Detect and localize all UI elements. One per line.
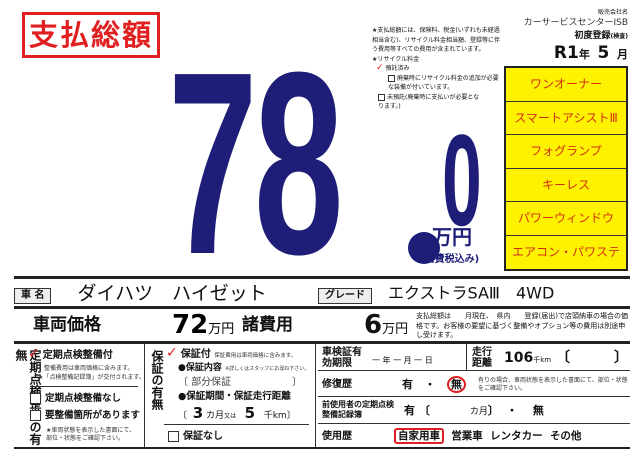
vehicle-price-value: 72万円	[172, 310, 235, 340]
tax-note: (消費税込み)	[420, 254, 480, 265]
divider	[30, 386, 138, 387]
warranty-with[interactable]: ✓ 保証付 保証費用は車両価格に含みます。	[166, 345, 297, 361]
total-price-integer: 78	[168, 19, 344, 309]
mileage-label: 走行距離	[472, 347, 492, 369]
grade-label: グレード	[318, 288, 372, 304]
divider	[144, 343, 145, 447]
decimal-point	[408, 232, 440, 264]
checkbox[interactable]	[388, 74, 395, 82]
feature-item: キーレス	[506, 169, 626, 202]
page-title: 支払総額	[22, 12, 160, 58]
first-registration-value: R1年 5 月	[553, 43, 628, 63]
usage-row: 使用歴 自家用車 営業車 レンタカー その他	[322, 428, 582, 444]
warranty-content: 〔 部分保証〕	[178, 377, 302, 388]
shaken-value: 一 年 一 月 一 日	[372, 356, 433, 365]
checkbox[interactable]	[378, 93, 385, 101]
warranty-period: 〔 3 カ月又は 5 千km〕	[178, 404, 296, 422]
divider	[14, 276, 630, 279]
fees-note: 支払総額は 月現在、 県内 登録(届出)で店頭納車の場合の価格です。お客様の要望…	[416, 312, 628, 339]
grade-row: グレード エクストラSAⅢ 4WD	[318, 282, 554, 305]
checkbox	[30, 393, 41, 404]
shaken-row: 車検証有効期限 一 年 一 月 一 日 走行距離 106千km 〔〕	[318, 344, 630, 371]
check-icon: ✓	[28, 346, 40, 362]
record-label: 前使用者の定期点検整備記録簿	[322, 400, 394, 419]
divider	[164, 424, 309, 425]
warranty-content-label: ●保証内容 ※詳しくはスタッフにお尋ね下さい。	[178, 363, 310, 373]
warranty-without[interactable]: 保証なし	[168, 430, 223, 443]
dealer-label: 販売会社名	[597, 9, 628, 16]
car-name-label: 車 名	[14, 288, 52, 304]
divider	[14, 447, 630, 449]
total-price-unit: 万円	[432, 225, 472, 249]
feature-item: スマートアシストⅢ	[506, 102, 626, 135]
feature-item: フォグランプ	[506, 135, 626, 169]
notes-block: ★支払総額には、保険料、税金(いずれも未経過相当含む)、リサイクル料金相当額、登…	[372, 26, 502, 112]
usage-label: 使用歴	[322, 431, 352, 442]
check-icon: ✓	[376, 63, 384, 73]
recycle-option-undeposited[interactable]: 未預託(廃棄時に支払いが必要となります。)	[378, 93, 480, 110]
checkbox	[168, 430, 179, 442]
divider	[14, 341, 630, 344]
feature-list: ワンオーナー スマートアシストⅢ フォグランプ キーレス パワーウィンドウ エア…	[504, 66, 628, 271]
warranty-period-label: ●保証期間・保証走行距離	[178, 391, 291, 402]
divider	[315, 343, 316, 447]
usage-private-selected: 自家用車	[394, 428, 444, 444]
fees-label: 諸費用	[242, 315, 293, 335]
inspection-with[interactable]: ✓ 定期点検整備付	[28, 346, 113, 362]
inspection-needs-note: ★車両状態を表示した書面にて、部位・状態をご確認下さい。	[46, 427, 136, 442]
grade: エクストラSAⅢ 4WD	[388, 283, 555, 303]
inspection-without[interactable]: 定期点検整備なし	[30, 393, 121, 405]
shaken-label: 車検証有効期限	[322, 347, 362, 369]
dealer-name: カーサービスセンターISB	[523, 18, 628, 28]
check-icon: ✓	[166, 345, 178, 361]
warranty-heading: 保証の有無	[150, 350, 164, 410]
feature-item: エアコン・パワステ	[511, 244, 620, 259]
car-name: ダイハツ ハイゼット	[77, 282, 267, 305]
divider	[14, 306, 630, 309]
repair-no-selected: 無	[447, 376, 466, 393]
first-registration-label: 初度登録(検査)	[574, 31, 628, 41]
repair-row: 修復歴 有 ・ 無 有りの場合、車両状態を表示した書面にて、部位・状態をご確認下…	[318, 371, 630, 397]
car-name-row: 車 名 ダイハツ ハイゼット	[14, 282, 267, 305]
repair-label: 修復歴	[322, 379, 352, 390]
feature-item: ワンオーナー	[506, 68, 626, 102]
recycle-option-additional[interactable]: 廃棄時にリサイクル料金の追加が必要な装備が付いています。	[388, 74, 499, 91]
feature-item: パワーウィンドウ	[506, 202, 626, 236]
mileage-value: 106千km 〔〕	[504, 350, 628, 366]
record-row: 前使用者の定期点検整備記録簿 有 〔カ月〕 ・ 無	[318, 397, 630, 424]
total-note: ★支払総額には、保険料、税金(いずれも未経過相当含む)、リサイクル料金相当額、登…	[372, 27, 501, 53]
inspection-note: 整備費用は車両価格に含みます。	[44, 365, 134, 372]
checkbox	[30, 410, 41, 421]
recycle-option-deposited[interactable]: ✓ 預託済み	[376, 63, 410, 73]
repair-note: 有りの場合、車両状態を表示した書面にて、部位・状態をご確認下さい。	[478, 377, 628, 392]
total-price-decimal: 0	[442, 107, 482, 253]
fees-value: 6万円	[364, 310, 409, 340]
recycle-label: ★リサイクル料金	[372, 55, 420, 63]
inspection-needs[interactable]: 要整備箇所があります	[30, 410, 140, 422]
inspection-note: ★「点検整備記録簿」が交付されます。	[38, 374, 145, 381]
vehicle-price-label: 車両価格	[33, 315, 101, 335]
